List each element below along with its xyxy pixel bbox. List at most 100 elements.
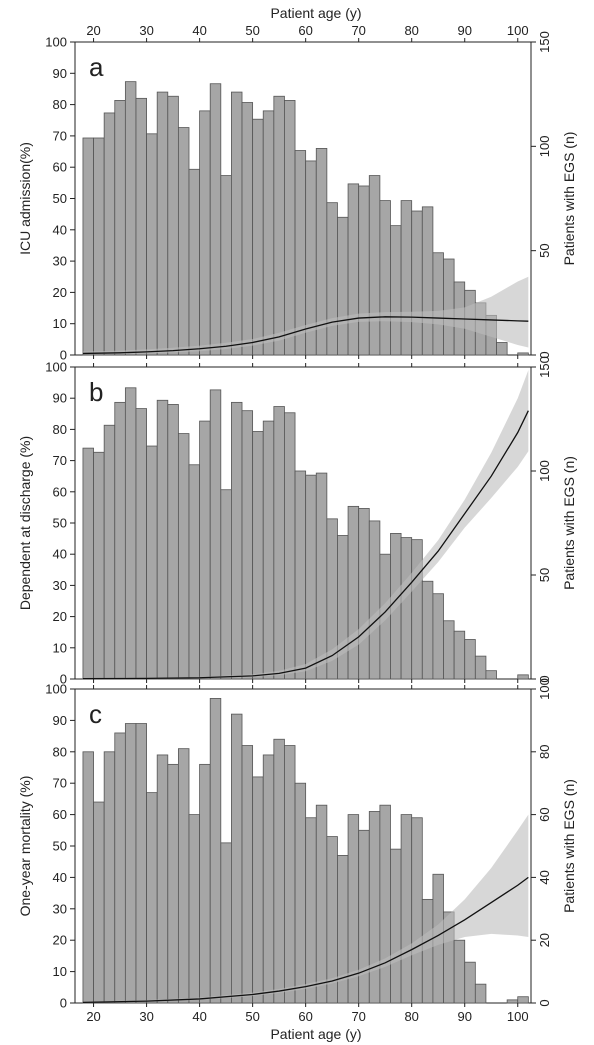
panel-label: a: [89, 52, 104, 82]
left-tick-label: 70: [53, 128, 67, 143]
left-tick-label: 30: [53, 578, 67, 593]
bar: [517, 996, 529, 1004]
bottom-x-tick-label: 40: [192, 1009, 206, 1024]
bar: [167, 95, 179, 356]
top-x-tick-label: 60: [298, 23, 312, 38]
top-x-tick-label: 20: [86, 23, 100, 38]
right-tick-label: 0: [537, 351, 552, 358]
bar: [421, 206, 434, 356]
left-tick-label: 100: [45, 682, 67, 697]
bar: [103, 751, 116, 1004]
bar: [262, 754, 275, 1004]
bar: [241, 745, 254, 1004]
left-tick-label: 90: [53, 713, 67, 728]
left-tick-label: 0: [60, 996, 67, 1011]
bar: [146, 133, 158, 356]
bar: [124, 723, 137, 1004]
bar: [146, 792, 158, 1004]
left-tick-label: 60: [53, 484, 67, 499]
bar: [474, 655, 487, 680]
right-tick-label: 60: [537, 807, 552, 821]
left-tick-label: 80: [53, 97, 67, 112]
bar: [326, 202, 338, 356]
right-tick-label: 50: [537, 568, 552, 582]
bar: [411, 539, 423, 680]
bar: [474, 983, 487, 1004]
left-axis-title: One-year mortality (%): [17, 776, 33, 917]
right-tick-label: 100: [537, 460, 552, 482]
left-tick-label: 100: [45, 360, 67, 375]
bar: [114, 401, 126, 680]
bar: [421, 898, 434, 1004]
right-tick-label: 100: [537, 135, 552, 157]
bar: [124, 81, 137, 356]
left-tick-label: 20: [53, 609, 67, 624]
bar: [177, 433, 190, 680]
bar: [241, 410, 254, 680]
bar: [337, 216, 349, 356]
top-x-tick-label: 100: [507, 23, 529, 38]
bar: [103, 112, 116, 356]
bar: [368, 175, 381, 356]
bottom-x-tick-label: 70: [351, 1009, 365, 1024]
right-axis-title: Patients with EGS (n): [561, 779, 577, 913]
right-tick-label: 150: [537, 31, 552, 53]
left-tick-label: 0: [60, 348, 67, 363]
bar: [485, 670, 497, 680]
panel-label: c: [89, 699, 102, 729]
panel-one-year-mortality: 0102030405060708090100020406080100One-ye…: [17, 678, 577, 1010]
bar: [262, 420, 275, 680]
bar: [294, 782, 307, 1004]
bottom-axis-ticks: 20 30 40 50 60 70 80 90 100: [86, 1009, 528, 1024]
right-tick-label: 150: [537, 356, 552, 378]
bar: [93, 451, 105, 680]
bar: [252, 431, 264, 680]
right-tick-label: 20: [537, 933, 552, 947]
bar: [506, 999, 519, 1004]
bar: [231, 91, 243, 356]
bar: [209, 389, 222, 680]
panel-dependent-at-discharge: 0 10 20 30 40 50 60 70 80 90 100 0 50 100 150 Dependent…: [17, 356, 577, 686]
bar: [294, 150, 307, 356]
bar: [284, 100, 296, 356]
bar: [496, 342, 508, 356]
bar: [400, 200, 413, 356]
bottom-x-tick-label: 20: [86, 1009, 100, 1024]
bar: [146, 445, 158, 680]
bar: [443, 620, 455, 680]
bottom-x-tick-label: 60: [298, 1009, 312, 1024]
bar: [517, 352, 529, 356]
right-tick-label: 0: [537, 999, 552, 1006]
bar: [231, 401, 243, 680]
right-axis-title: Patients with EGS (n): [561, 132, 577, 266]
bar: [411, 817, 423, 1004]
bar: [177, 127, 190, 356]
left-tick-label: 10: [53, 640, 67, 655]
bar: [358, 508, 370, 680]
left-tick-label: 50: [53, 516, 67, 531]
bar: [93, 137, 105, 356]
bar: [199, 420, 211, 680]
left-tick-label: 10: [53, 964, 67, 979]
right-tick-label: 100: [537, 678, 552, 700]
bar: [453, 630, 466, 680]
left-tick-label: 60: [53, 807, 67, 822]
bar: [103, 424, 116, 680]
left-tick-label: 40: [53, 870, 67, 885]
bar: [315, 472, 328, 680]
top-x-tick-label: 30: [139, 23, 153, 38]
bar: [305, 817, 317, 1004]
left-tick-label: 90: [53, 391, 67, 406]
top-axis-label: Patient age (y): [270, 5, 361, 21]
bar: [315, 804, 328, 1004]
left-tick-label: 40: [53, 222, 67, 237]
bar: [284, 745, 296, 1004]
bar: [368, 520, 381, 680]
left-tick-label: 0: [60, 672, 67, 687]
bar: [379, 804, 391, 1004]
left-tick-label: 50: [53, 839, 67, 854]
left-axis-title: Dependent at discharge (%): [17, 436, 33, 610]
bottom-x-tick-label: 80: [404, 1009, 418, 1024]
bar: [124, 387, 137, 680]
bar: [252, 118, 264, 356]
